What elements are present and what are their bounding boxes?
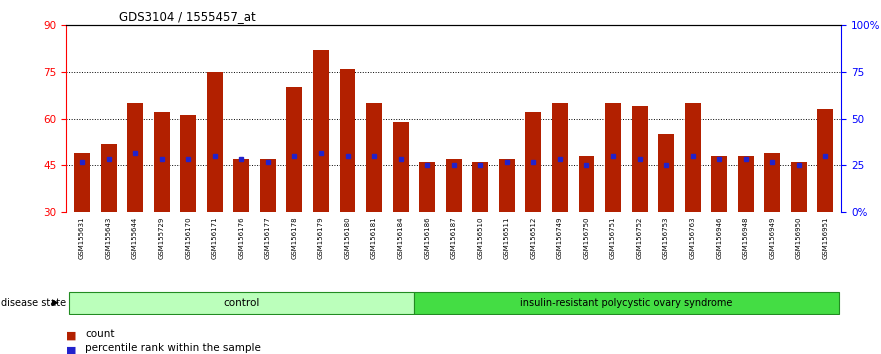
Bar [181,115,196,212]
Bar [579,156,595,212]
Bar [711,156,727,212]
Text: insulin-resistant polycystic ovary syndrome: insulin-resistant polycystic ovary syndr… [520,298,732,308]
Text: GSM156763: GSM156763 [690,216,696,259]
Text: GSM156950: GSM156950 [796,216,802,259]
Bar [446,159,462,212]
Text: ■: ■ [66,331,77,341]
Text: GSM156749: GSM156749 [557,216,563,259]
Text: GSM156752: GSM156752 [637,216,642,259]
Text: GSM156512: GSM156512 [530,216,537,259]
Bar [260,159,276,212]
Bar [74,153,90,212]
Bar [605,103,621,212]
Bar [414,292,839,314]
Bar [472,162,488,212]
Bar [339,69,355,212]
Text: GSM156170: GSM156170 [185,216,191,259]
Bar [685,103,700,212]
Text: GSM156186: GSM156186 [424,216,430,259]
Text: GSM156750: GSM156750 [583,216,589,259]
Text: GSM156178: GSM156178 [292,216,298,259]
Text: GSM156753: GSM156753 [663,216,670,259]
Bar [207,72,223,212]
Text: GSM156187: GSM156187 [451,216,456,259]
Text: control: control [223,298,260,308]
Bar [366,103,382,212]
Text: GSM156184: GSM156184 [397,216,403,259]
Text: GSM155729: GSM155729 [159,216,165,259]
Bar [525,112,541,212]
Bar [737,156,754,212]
Text: GSM156180: GSM156180 [344,216,351,259]
Text: ▶: ▶ [52,298,59,307]
Bar [233,159,249,212]
Bar [69,292,414,314]
Text: GSM156177: GSM156177 [265,216,270,259]
Text: ■: ■ [66,345,77,354]
Bar [393,122,409,212]
Text: GSM156948: GSM156948 [743,216,749,259]
Text: GSM156949: GSM156949 [769,216,775,259]
Text: percentile rank within the sample: percentile rank within the sample [85,343,262,353]
Bar [419,162,435,212]
Bar [658,134,674,212]
Bar [791,162,807,212]
Bar [153,112,170,212]
Bar [286,87,302,212]
Text: GSM156510: GSM156510 [478,216,484,259]
Bar [818,109,833,212]
Bar [632,106,648,212]
Text: GSM156181: GSM156181 [371,216,377,259]
Text: disease state: disease state [1,298,66,308]
Text: GSM156951: GSM156951 [823,216,828,259]
Text: GSM156176: GSM156176 [238,216,244,259]
Text: GSM156751: GSM156751 [610,216,616,259]
Bar [313,50,329,212]
Bar [127,103,143,212]
Text: GSM156179: GSM156179 [318,216,324,259]
Bar [765,153,781,212]
Text: count: count [85,329,115,339]
Text: GSM155631: GSM155631 [79,216,85,259]
Text: GSM155643: GSM155643 [106,216,112,259]
Bar [100,144,116,212]
Text: GSM156171: GSM156171 [211,216,218,259]
Text: GSM155644: GSM155644 [132,216,138,258]
Text: GSM156946: GSM156946 [716,216,722,259]
Text: GSM156511: GSM156511 [504,216,510,259]
Bar [552,103,568,212]
Text: GDS3104 / 1555457_at: GDS3104 / 1555457_at [119,10,255,23]
Bar [499,159,515,212]
